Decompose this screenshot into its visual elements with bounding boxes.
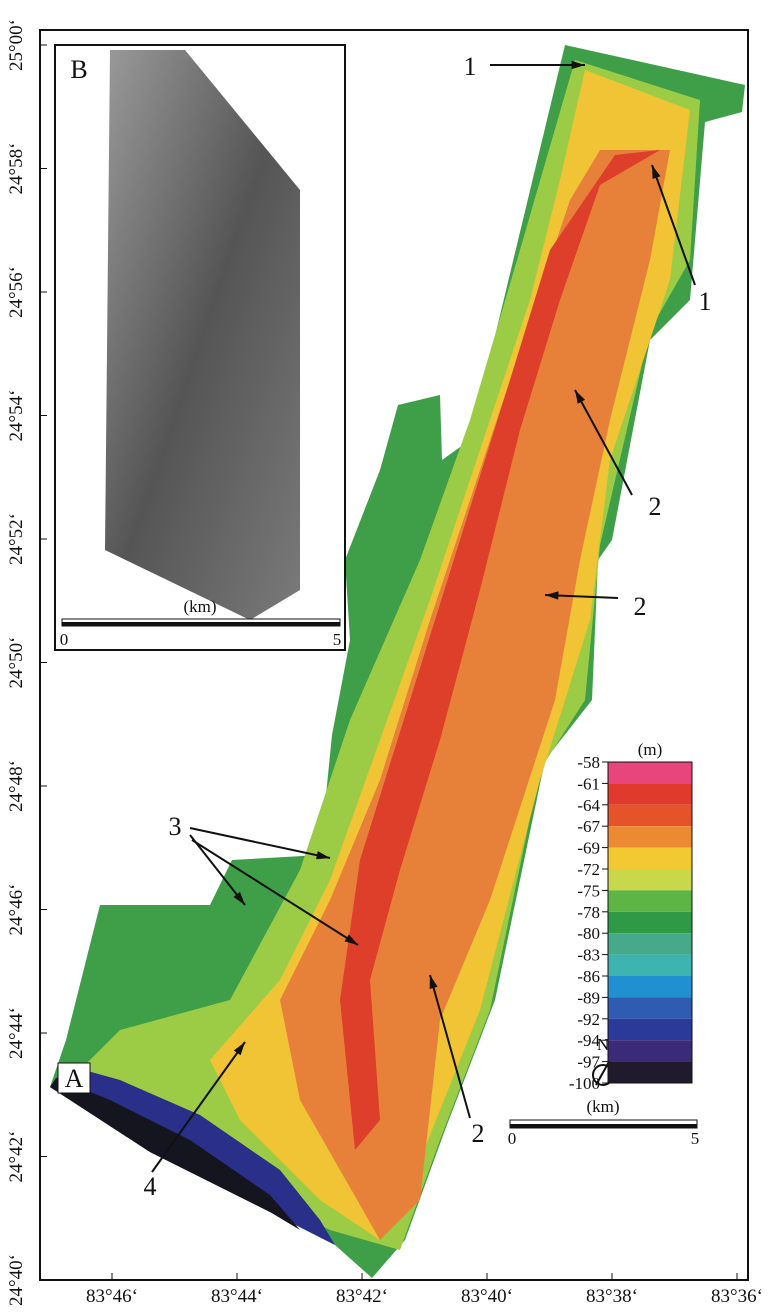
legend-tick-label: -83 — [577, 946, 600, 965]
legend-band — [608, 826, 692, 847]
scale-bar-fill — [510, 1124, 697, 1128]
legend-tick-label: -97 — [577, 1053, 600, 1072]
lat-label: 24°52‘ — [6, 513, 27, 565]
panel-label: A — [65, 1064, 84, 1093]
lon-label: 83°46‘ — [86, 1286, 138, 1307]
panel-label: B — [70, 55, 87, 84]
lat-label: 24°42‘ — [6, 1131, 27, 1183]
legend-unit: (m) — [638, 740, 663, 759]
legend-tick-label: -89 — [577, 988, 600, 1007]
legend-tick-label: -64 — [577, 796, 600, 815]
legend-band — [608, 933, 692, 954]
lat-label: 24°54‘ — [6, 390, 27, 442]
legend-band — [608, 869, 692, 890]
legend-tick-label: -58 — [577, 753, 600, 772]
annotation-label: 2 — [649, 492, 662, 521]
lat-label: 24°50‘ — [6, 637, 27, 689]
legend-tick-label: -75 — [577, 881, 600, 900]
inset-scale-end: 5 — [333, 630, 342, 649]
annotation-label: 2 — [472, 1119, 485, 1148]
scale-end: 5 — [691, 1129, 700, 1148]
legend-band — [608, 848, 692, 869]
legend-band — [608, 805, 692, 826]
legend-tick-label: -86 — [577, 967, 600, 986]
legend-tick-label: -72 — [577, 860, 600, 879]
legend-band — [608, 976, 692, 997]
scale-unit: (km) — [586, 1097, 619, 1116]
legend-band — [608, 1062, 692, 1083]
annotation-label: 1 — [699, 287, 712, 316]
legend-band — [608, 783, 692, 804]
legend-tick-label: -92 — [577, 1010, 600, 1029]
legend-tick-label: -94 — [577, 1031, 600, 1050]
annotation-label: 4 — [144, 1172, 157, 1201]
legend-tick-label: -100 — [569, 1074, 600, 1093]
legend-band — [608, 890, 692, 911]
lon-label: 83°44‘ — [211, 1286, 263, 1307]
legend-tick-label: -80 — [577, 924, 600, 943]
lon-label: 83°42‘ — [336, 1286, 388, 1307]
lat-label: 24°56‘ — [6, 266, 27, 318]
lat-label: 24°48‘ — [6, 760, 27, 812]
inset-scale-unit: (km) — [183, 597, 216, 616]
lat-label: 24°58‘ — [6, 143, 27, 195]
annotation-label: 3 — [169, 812, 182, 841]
annotation-label: 1 — [464, 52, 477, 81]
legend-tick-label: -61 — [577, 774, 600, 793]
legend-band — [608, 997, 692, 1018]
legend-band — [608, 912, 692, 933]
lon-label: 83°38‘ — [586, 1286, 638, 1307]
legend-tick-label: -69 — [577, 839, 600, 858]
inset-scale-start: 0 — [60, 630, 69, 649]
legend-band — [608, 1019, 692, 1040]
lat-label: 24°46‘ — [6, 884, 27, 936]
lon-label: 83°36‘ — [711, 1286, 763, 1307]
annotation-label: 2 — [634, 592, 647, 621]
lon-label: 83°40‘ — [461, 1286, 513, 1307]
legend-band — [608, 1040, 692, 1061]
figure: (km) 0 5 B A (km) 0 5 N 25°00‘24°58‘24°5… — [0, 0, 768, 1311]
page: {"map": { "panels": ["A", "B"], "lat_lab… — [0, 0, 768, 1316]
legend-band — [608, 762, 692, 783]
lat-label: 24°44‘ — [6, 1007, 27, 1059]
inset-scale-bar-fill — [62, 622, 340, 626]
scale-start: 0 — [508, 1129, 517, 1148]
legend-tick-label: -67 — [577, 817, 600, 836]
legend-tick-label: -78 — [577, 903, 600, 922]
lat-label: 25°00‘ — [6, 19, 27, 71]
legend-band — [608, 955, 692, 976]
lat-label: 24°40‘ — [6, 1254, 27, 1306]
